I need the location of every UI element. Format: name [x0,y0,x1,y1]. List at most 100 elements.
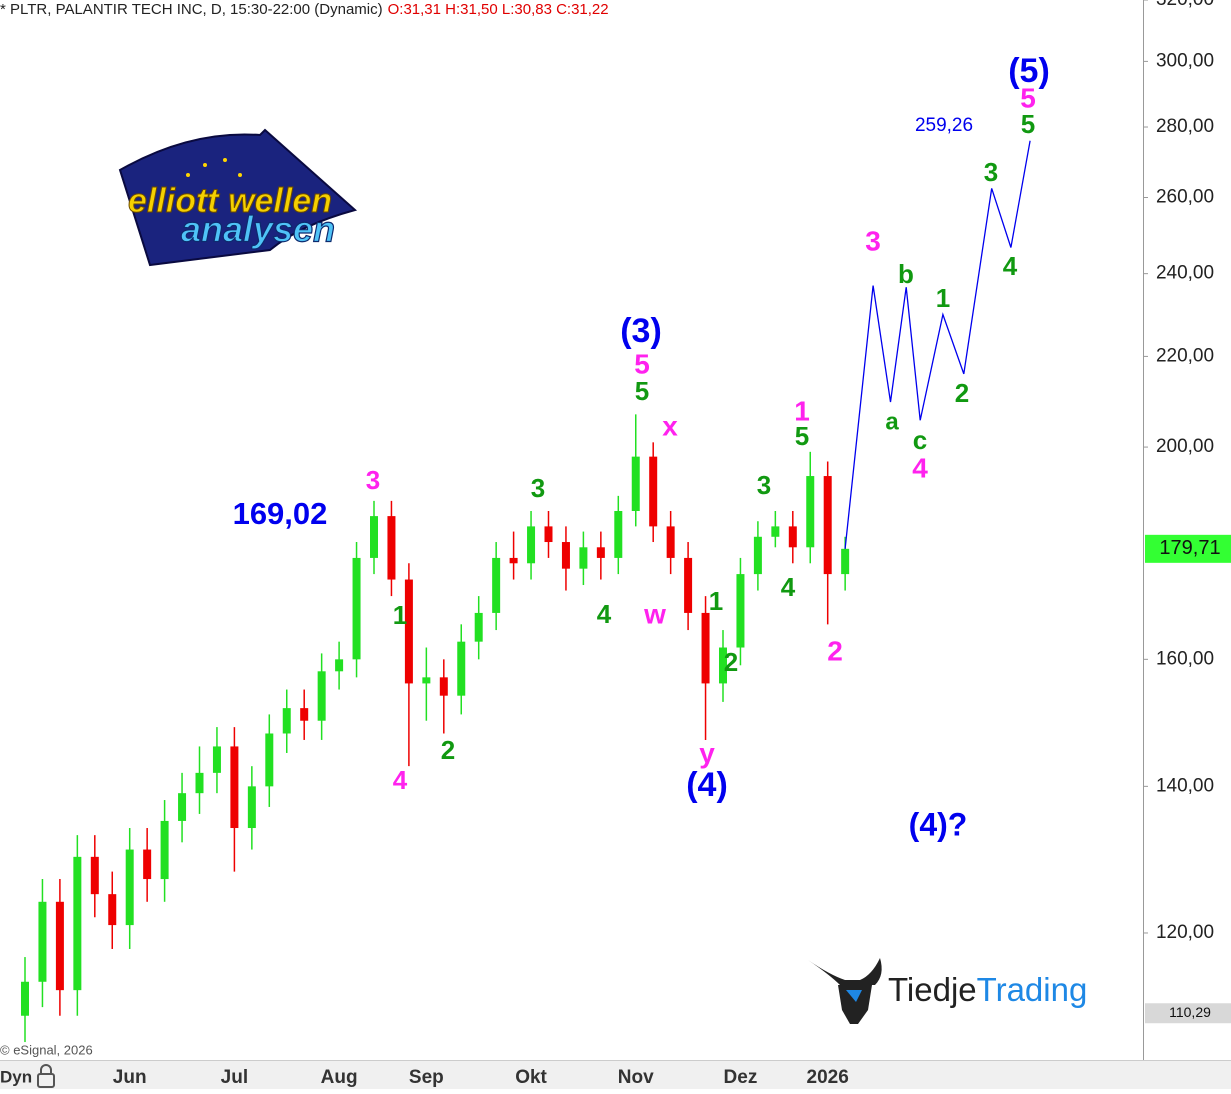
lock-body [37,1073,55,1088]
candle-body [841,548,850,575]
candle-body [265,733,274,787]
candle-body [230,746,239,829]
y-tick-label: 320,00 [1156,0,1214,10]
candle-body [823,476,832,575]
wave-label: 169,02 [233,496,328,531]
brand-horns [808,958,882,985]
wave-label: (4) [686,766,728,804]
candle-body [282,708,291,734]
y-tick-label: 240,00 [1156,263,1214,284]
price-marker [1145,534,1231,563]
wave-label: 4 [597,599,612,629]
wave-label: c [913,425,927,455]
logo-line1: elliott wellen [128,182,332,220]
lock-shackle [40,1064,52,1074]
candle-body [492,557,501,613]
x-tick-label: Dez [724,1067,758,1088]
wave-label: 1 [936,283,950,313]
y-tick-label: 280,00 [1156,116,1214,137]
candle-body [55,901,64,991]
candle-body [753,536,762,575]
candle-body [771,526,780,537]
wave-label: 2 [441,735,455,765]
candle-body [596,547,605,558]
brand-logo: TiedjeTrading [808,958,1087,1024]
wave-label: 1 [393,600,407,630]
candle-body [300,708,309,721]
logo-star [223,158,227,162]
y-tick-label: 160,00 [1156,648,1214,669]
x-tick-label: Jul [221,1067,248,1088]
wave-label: 2 [827,635,843,666]
wave-label: 3 [984,157,998,187]
wave-label: a [885,408,899,435]
candle-body [509,557,518,564]
candle-body [649,456,658,527]
candle-body [736,574,745,648]
x-tick-label: Okt [515,1067,547,1088]
wave-label: 4 [912,452,928,483]
candle-body [90,856,99,895]
wave-label: 5 [1021,109,1035,139]
wave-label: 3 [865,225,881,256]
x-tick-label: 2026 [807,1067,849,1088]
candle-body [387,516,396,580]
wave-label: 3 [531,473,545,503]
x-axis-strip [0,1061,1231,1089]
candle-body [806,476,815,548]
candle-body [631,456,640,512]
logo-star [238,173,242,177]
wave-label: (3) [620,312,662,350]
logo: elliott wellen analysen [118,128,358,267]
wave-label: 2 [955,378,969,408]
candle-body [21,981,29,1016]
candle-body [422,677,431,684]
y-tick-label: 120,00 [1156,922,1214,943]
candle-body [160,820,169,880]
wave-label: w [643,598,666,629]
price-marker [1145,1003,1231,1024]
y-tick-label: 260,00 [1156,187,1214,208]
lock-icon [37,1064,55,1088]
wave-label: 3 [366,465,380,495]
brand-part2: Trading [977,971,1088,1008]
wave-label: 4 [393,765,408,795]
candle-body [335,659,344,672]
candle-body [614,511,623,558]
wave-label: y [699,737,715,768]
projection-line [844,140,1031,549]
wave-label: 259,26 [915,115,973,136]
wave-label: (5) [1008,52,1050,90]
candle-body [439,677,448,696]
wave-label: 4 [1003,251,1018,281]
brand-head [838,985,872,1024]
candle-body [125,849,134,926]
mode-label: Dyn [0,1067,32,1086]
copyright: © eSignal, 2026 [0,1042,93,1057]
wave-label: 1 [794,395,810,426]
candle-body [195,772,204,794]
wave-label: 5 [635,376,649,406]
x-tick-label: Aug [321,1067,358,1088]
candle-body [143,849,152,880]
y-tick-label: 200,00 [1156,436,1214,457]
wave-label: 3 [757,470,771,500]
candle-body [38,901,47,982]
candle-body [719,647,727,684]
candle-body [73,856,82,991]
candle-body [684,557,693,613]
candle-body [404,579,413,684]
candle-body [544,526,553,543]
wave-label: (4)? [909,806,968,842]
candle-body [561,542,570,569]
candle-body [370,516,378,558]
logo-star [186,173,190,177]
candle-body [247,786,256,829]
header: * PLTR, PALANTIR TECH INC, D, 15:30-22:0… [0,1,609,18]
x-tick-label: Sep [409,1067,444,1088]
brand-text: TiedjeTrading [888,971,1087,1008]
wave-label: b [898,259,914,289]
y-tick-label: 140,00 [1156,775,1214,796]
candle-body [788,526,797,548]
